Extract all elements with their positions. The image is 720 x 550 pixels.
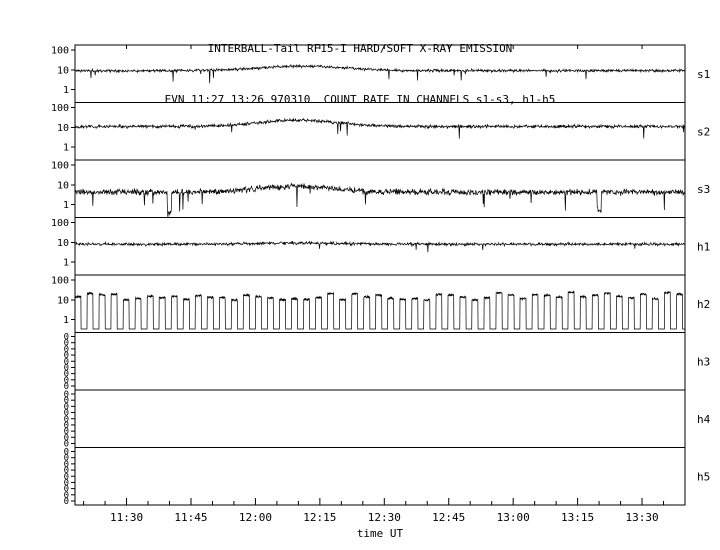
y-tick-label: 0 — [64, 472, 69, 482]
y-tick-label: 0 — [64, 415, 69, 425]
panel-s3-frame — [74, 159, 686, 218]
y-tick-label: 0 — [64, 351, 69, 361]
y-tick-label: 0 — [64, 363, 69, 373]
y-tick-label: 0 — [64, 339, 69, 349]
y-tick-label: 100 — [51, 218, 69, 229]
y-tick-label: 1 — [63, 85, 69, 96]
y-tick-label: 100 — [51, 46, 69, 57]
x-tick-label: 12:15 — [303, 511, 336, 524]
panel-h3-frame — [74, 332, 686, 391]
trace-s3 — [74, 182, 686, 218]
y-tick-label: 1 — [63, 258, 69, 269]
x-tick-label: 12:45 — [432, 511, 465, 524]
x-tick-label: 11:45 — [174, 511, 207, 524]
y-tick-label: 100 — [51, 276, 69, 287]
y-tick-label: 0 — [64, 440, 69, 450]
trace-h2 — [74, 290, 685, 330]
y-tick-label: 0 — [64, 333, 69, 343]
panel-h2-frame — [74, 274, 686, 333]
panel-label-h5: h5 — [697, 470, 710, 483]
y-tick-label: 0 — [64, 466, 69, 476]
y-tick-label: 0 — [64, 448, 69, 458]
panel-label-h1: h1 — [697, 240, 710, 253]
trace-s2 — [74, 117, 686, 139]
y-tick-label: 10 — [57, 65, 69, 76]
trace-h1 — [74, 240, 686, 253]
x-tick-label: 13:15 — [561, 511, 594, 524]
panel-label-h2: h2 — [697, 298, 710, 311]
y-tick-label: 10 — [57, 180, 69, 191]
y-tick-label: 0 — [64, 396, 69, 406]
panel-label-h4: h4 — [697, 413, 711, 426]
panel-h5-frame — [74, 447, 686, 506]
x-tick-label: 11:30 — [110, 511, 143, 524]
panel-s1-frame — [74, 44, 686, 103]
y-tick-label: 100 — [51, 103, 69, 114]
y-tick-label: 0 — [64, 460, 69, 470]
y-tick-label: 0 — [64, 382, 69, 392]
panel-label-h3: h3 — [697, 355, 710, 368]
y-tick-label: 0 — [64, 370, 69, 380]
y-tick-label: 0 — [64, 433, 69, 443]
y-tick-label: 0 — [64, 376, 69, 386]
x-tick-label: 13:00 — [497, 511, 530, 524]
y-tick-label: 0 — [64, 478, 69, 488]
x-tick-label: 12:00 — [239, 511, 272, 524]
x-tick-label: 13:30 — [625, 511, 658, 524]
panel-label-s2: s2 — [697, 125, 710, 138]
y-tick-label: 10 — [57, 123, 69, 134]
panel-s2-frame — [74, 102, 686, 161]
y-tick-label: 0 — [64, 485, 69, 495]
y-tick-label: 0 — [64, 402, 69, 412]
y-tick-label: 0 — [64, 345, 69, 355]
panel-h1-frame — [74, 217, 686, 276]
y-tick-label: 0 — [64, 491, 69, 501]
y-tick-label: 0 — [64, 427, 69, 437]
y-tick-label: 0 — [64, 409, 69, 419]
y-tick-label: 10 — [57, 295, 69, 306]
y-tick-label: 0 — [64, 497, 69, 507]
x-tick-label: 12:30 — [368, 511, 401, 524]
panel-label-s1: s1 — [697, 68, 710, 81]
trace-s1 — [74, 63, 686, 84]
y-tick-label: 100 — [51, 161, 69, 172]
y-tick-label: 1 — [63, 315, 69, 326]
y-tick-label: 0 — [64, 390, 69, 400]
y-tick-label: 0 — [64, 421, 69, 431]
y-tick-label: 1 — [63, 143, 69, 154]
panel-label-s3: s3 — [697, 183, 710, 196]
y-tick-label: 10 — [57, 238, 69, 249]
x-axis-label: time UT — [357, 527, 404, 540]
y-tick-label: 1 — [63, 200, 69, 211]
y-tick-label: 0 — [64, 454, 69, 464]
y-tick-label: 0 — [64, 357, 69, 367]
panel-h4-frame — [74, 389, 686, 448]
